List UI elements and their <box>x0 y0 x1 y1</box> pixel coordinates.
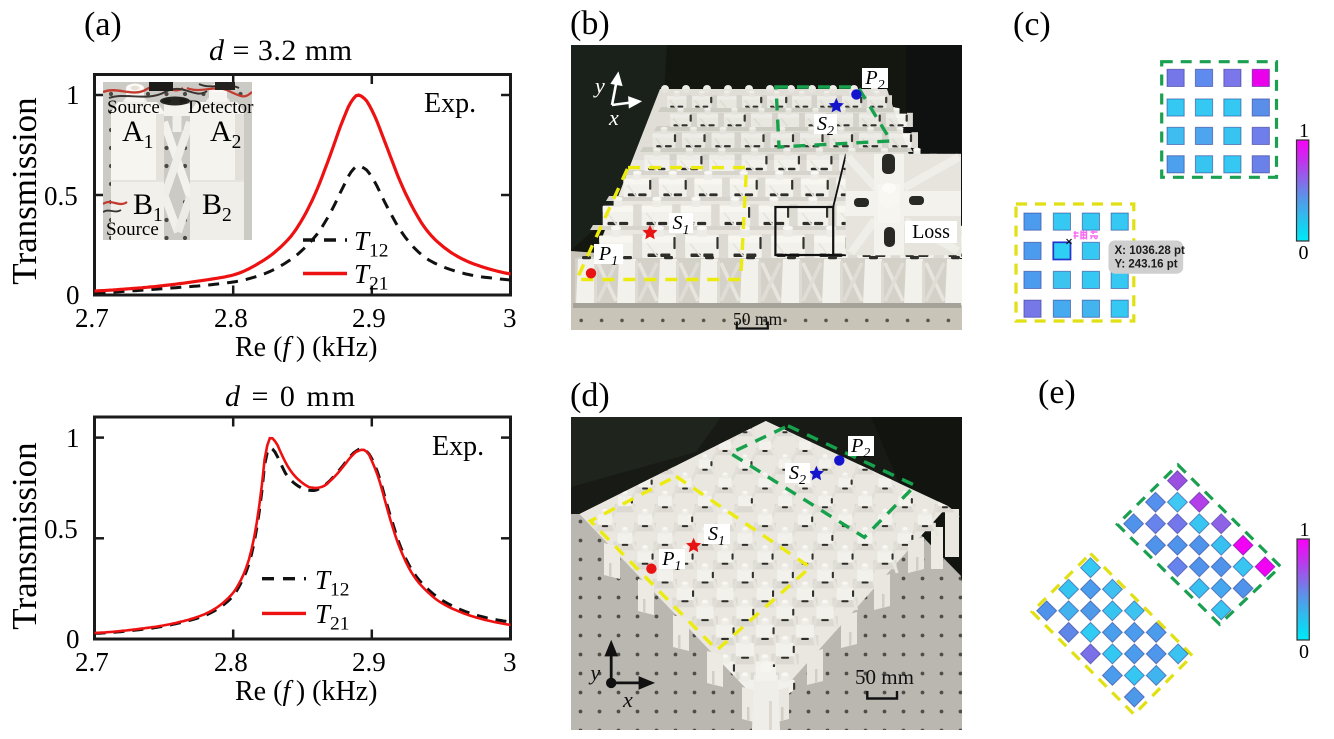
svg-text:1: 1 <box>1299 120 1309 142</box>
svg-text:0: 0 <box>1299 641 1309 663</box>
svg-text:Y: 243.16 pt: Y: 243.16 pt <box>1115 259 1178 271</box>
svg-text:1: 1 <box>1300 519 1310 541</box>
svg-text:X: 1036.28 pt: X: 1036.28 pt <box>1115 245 1185 257</box>
svg-text:0: 0 <box>1299 242 1309 264</box>
